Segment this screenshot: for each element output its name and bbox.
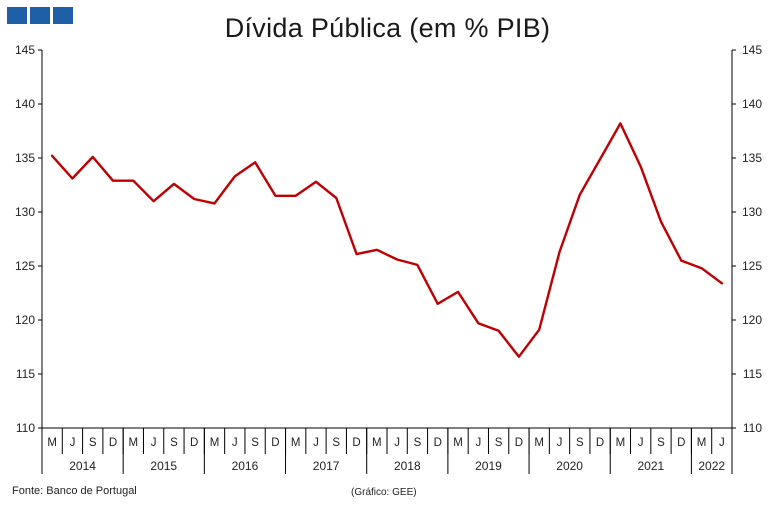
x-tick-label: M bbox=[697, 437, 707, 449]
x-tick-label: M bbox=[534, 437, 544, 449]
year-label: 2017 bbox=[313, 459, 340, 473]
year-label: 2014 bbox=[69, 459, 96, 473]
x-tick-label: D bbox=[515, 437, 523, 449]
x-tick-label: J bbox=[557, 437, 563, 449]
x-tick-label: D bbox=[596, 437, 604, 449]
x-tick-label: S bbox=[657, 437, 665, 449]
y-tick-label-left: 140 bbox=[15, 97, 35, 111]
year-label: 2015 bbox=[150, 459, 177, 473]
x-tick-label: S bbox=[332, 437, 340, 449]
x-tick-label: S bbox=[414, 437, 422, 449]
x-tick-label: J bbox=[638, 437, 644, 449]
y-tick-label-right: 125 bbox=[742, 259, 762, 273]
x-tick-label: S bbox=[89, 437, 97, 449]
y-tick-label-left: 130 bbox=[15, 205, 35, 219]
x-tick-label: D bbox=[352, 437, 360, 449]
x-tick-label: M bbox=[616, 437, 626, 449]
x-tick-label: J bbox=[475, 437, 481, 449]
credit-note: (Gráfico: GEE) bbox=[351, 487, 417, 498]
x-tick-label: M bbox=[210, 437, 220, 449]
y-tick-label-right: 115 bbox=[743, 367, 762, 381]
x-tick-label: J bbox=[394, 437, 400, 449]
x-tick-label: J bbox=[232, 437, 238, 449]
x-tick-label: S bbox=[495, 437, 503, 449]
x-tick-label: D bbox=[677, 437, 685, 449]
year-label: 2019 bbox=[475, 459, 502, 473]
y-tick-label-right: 120 bbox=[742, 313, 762, 327]
chart-title: Dívida Pública (em % PIB) bbox=[224, 13, 551, 43]
x-tick-label: M bbox=[47, 437, 57, 449]
x-tick-label: M bbox=[291, 437, 301, 449]
y-tick-label-left: 135 bbox=[15, 151, 35, 165]
y-tick-label-right: 110 bbox=[743, 421, 762, 435]
x-tick-label: S bbox=[251, 437, 259, 449]
y-tick-label-right: 135 bbox=[742, 151, 762, 165]
x-tick-label: M bbox=[372, 437, 382, 449]
y-tick-label-left: 110 bbox=[16, 421, 35, 435]
y-tick-label-left: 115 bbox=[16, 367, 35, 381]
x-tick-label: D bbox=[434, 437, 442, 449]
series-line bbox=[50, 122, 724, 358]
x-tick-label: J bbox=[70, 437, 76, 449]
y-tick-label-right: 145 bbox=[742, 43, 762, 57]
x-tick-label: J bbox=[719, 437, 725, 449]
logo-block bbox=[30, 7, 50, 24]
y-tick-label-left: 125 bbox=[15, 259, 35, 273]
y-tick-label-right: 130 bbox=[742, 205, 762, 219]
x-tick-label: J bbox=[151, 437, 157, 449]
y-tick-label-right: 140 bbox=[742, 97, 762, 111]
x-tick-label: M bbox=[453, 437, 463, 449]
year-label: 2021 bbox=[637, 459, 664, 473]
x-tick-label: M bbox=[129, 437, 139, 449]
x-tick-label: D bbox=[190, 437, 198, 449]
year-label: 2020 bbox=[556, 459, 583, 473]
x-tick-label: J bbox=[313, 437, 319, 449]
x-tick-label: D bbox=[271, 437, 279, 449]
source-note: Fonte: Banco de Portugal bbox=[12, 485, 137, 497]
year-label: 2016 bbox=[232, 459, 259, 473]
y-tick-label-left: 145 bbox=[15, 43, 35, 57]
brand-logo bbox=[7, 7, 73, 24]
x-tick-label: S bbox=[170, 437, 178, 449]
year-label: 2018 bbox=[394, 459, 421, 473]
x-tick-label: S bbox=[576, 437, 584, 449]
logo-block bbox=[7, 7, 27, 24]
logo-block bbox=[53, 7, 73, 24]
x-tick-label: D bbox=[109, 437, 117, 449]
year-label: 2022 bbox=[698, 459, 725, 473]
y-tick-label-left: 120 bbox=[15, 313, 35, 327]
